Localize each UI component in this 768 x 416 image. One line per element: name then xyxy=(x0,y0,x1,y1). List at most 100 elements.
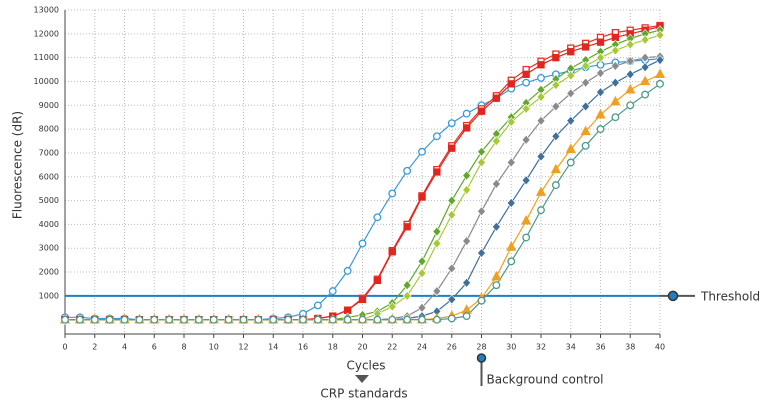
point xyxy=(209,315,218,324)
y-tick-label: 1000 xyxy=(39,291,59,300)
point xyxy=(150,315,159,324)
point xyxy=(640,75,651,86)
point xyxy=(165,315,174,324)
x-tick-label: 10 xyxy=(209,343,219,352)
y-tick-label: 9000 xyxy=(39,101,59,110)
point xyxy=(284,315,293,324)
point xyxy=(447,195,457,206)
point xyxy=(90,315,99,324)
point xyxy=(566,70,576,81)
point xyxy=(596,87,605,98)
point xyxy=(462,109,471,118)
point xyxy=(269,315,278,324)
x-tick-label: 22 xyxy=(387,343,397,352)
point xyxy=(610,45,620,56)
x-tick-label: 28 xyxy=(476,343,486,352)
point xyxy=(536,115,546,126)
point xyxy=(254,315,263,324)
point xyxy=(387,301,397,312)
point xyxy=(432,315,441,324)
threshold-label: Threshold xyxy=(700,289,760,303)
point xyxy=(417,268,427,279)
x-tick-label: 14 xyxy=(268,343,278,352)
point xyxy=(299,315,307,324)
point xyxy=(610,95,621,106)
x-tick-label: 4 xyxy=(122,343,127,352)
point xyxy=(654,68,666,78)
point xyxy=(491,178,501,189)
point xyxy=(432,132,441,141)
point xyxy=(477,248,486,258)
point xyxy=(491,270,502,281)
point xyxy=(626,101,635,110)
point xyxy=(462,184,472,195)
point xyxy=(462,124,471,132)
point xyxy=(581,43,590,51)
x-tick-label: 26 xyxy=(447,343,457,352)
point xyxy=(388,315,397,324)
x-tick-label: 2 xyxy=(92,343,97,352)
y-tick-label: 13000 xyxy=(34,6,59,15)
point xyxy=(522,233,531,242)
x-tick-label: 0 xyxy=(62,343,67,352)
point xyxy=(462,170,472,181)
point xyxy=(551,101,561,112)
point xyxy=(105,315,114,324)
point xyxy=(358,239,367,248)
point xyxy=(492,281,501,290)
point xyxy=(328,287,337,296)
point xyxy=(120,315,129,324)
x-tick-label: 32 xyxy=(536,343,546,352)
point xyxy=(491,136,501,146)
point xyxy=(447,314,456,323)
x-tick-label: 20 xyxy=(357,343,367,352)
point xyxy=(447,119,456,128)
point xyxy=(477,146,486,157)
point xyxy=(75,315,84,324)
x-tick-label: 18 xyxy=(328,343,338,352)
point xyxy=(551,80,561,90)
point xyxy=(596,52,605,63)
annotation: CRP standards xyxy=(320,387,407,401)
point xyxy=(640,52,650,63)
point xyxy=(358,315,367,324)
point xyxy=(135,315,144,324)
point xyxy=(358,295,367,304)
point xyxy=(581,61,591,71)
point xyxy=(477,206,486,217)
point xyxy=(566,88,576,99)
point xyxy=(536,151,546,162)
point xyxy=(402,280,412,291)
point xyxy=(462,312,471,321)
point xyxy=(596,68,605,79)
y-tick-label: 12000 xyxy=(34,29,59,38)
y-tick-label: 2000 xyxy=(39,268,59,277)
point xyxy=(566,115,576,126)
x-tick-label: 12 xyxy=(238,343,248,352)
point xyxy=(418,147,426,156)
point xyxy=(567,48,575,56)
y-tick-label: 3000 xyxy=(39,244,59,253)
x-tick-label: 24 xyxy=(417,343,427,352)
annotation: Background control xyxy=(487,373,604,387)
point xyxy=(507,257,516,266)
point xyxy=(506,157,516,168)
point xyxy=(417,256,427,267)
point xyxy=(61,315,69,324)
point xyxy=(551,131,561,142)
point xyxy=(433,168,441,176)
point xyxy=(610,77,620,88)
point xyxy=(625,39,635,50)
point xyxy=(447,263,457,274)
point xyxy=(610,61,620,71)
point xyxy=(581,77,591,88)
point xyxy=(537,61,545,69)
threshold-marker xyxy=(667,290,679,302)
point xyxy=(313,315,322,324)
point xyxy=(506,241,517,251)
point xyxy=(581,141,590,150)
y-tick-label: 8000 xyxy=(39,125,59,134)
point xyxy=(447,294,457,305)
point xyxy=(432,226,442,237)
point xyxy=(388,248,396,256)
